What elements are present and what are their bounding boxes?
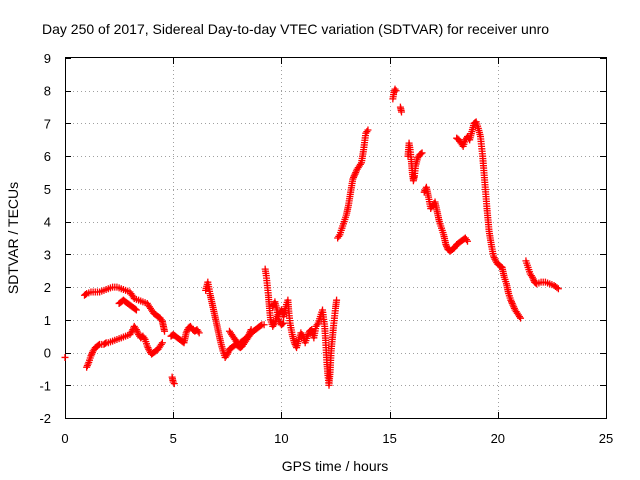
data-point [553,284,561,292]
x-tick-label: 10 [274,431,288,446]
grid [65,58,606,418]
data-point [464,237,472,245]
y-tick-label: 1 [44,313,51,328]
data-point [515,313,523,321]
data-point [313,321,321,329]
x-tick-label: 20 [491,431,505,446]
data-point [95,341,103,349]
data-point [489,252,497,260]
data-point [101,340,109,348]
data-point [392,87,400,95]
y-tick-label: 4 [44,215,51,230]
data-points [61,85,562,389]
data-point [303,332,311,340]
data-point [140,334,148,342]
data-point [278,320,286,328]
data-point [298,331,306,339]
data-point [364,126,372,134]
y-tick-label: -1 [39,378,51,393]
data-point [352,169,360,177]
y-tick-label: 6 [44,149,51,164]
data-point [391,85,399,93]
data-point [517,314,525,322]
data-point [509,301,517,309]
data-point [169,378,177,386]
data-point [88,350,96,358]
data-point [133,327,141,335]
data-point [363,128,371,136]
data-point [260,321,268,329]
data-point [508,298,516,306]
data-point [144,344,152,352]
data-point [529,275,537,283]
data-point [161,327,169,335]
x-axis-label: GPS time / hours [282,458,389,474]
y-tick-label: 3 [44,247,51,262]
data-point [350,173,358,181]
y-tick-label: 8 [44,84,51,99]
data-point [143,342,151,350]
data-point [350,172,358,180]
y-tick-label: 2 [44,280,51,295]
data-point [508,299,516,307]
data-point [83,363,91,371]
y-axis-label: SDTVAR / TECUs [5,182,21,294]
data-point [398,108,406,116]
data-point [246,327,254,335]
axis-ticks: 0 5 10 15 20 25 -2 -1 0 1 2 3 4 5 6 7 8 9 [39,51,613,446]
x-tick-label: 5 [170,431,177,446]
x-tick-label: 15 [382,431,396,446]
y-tick-label: 5 [44,182,51,197]
data-point [257,322,265,330]
data-point [280,319,288,327]
x-tick-label: 0 [61,431,68,446]
data-point [417,150,425,158]
data-point [224,349,232,357]
data-point [223,350,231,358]
data-point [304,331,312,339]
data-point [349,175,357,183]
data-point [554,285,562,293]
data-point [82,290,90,298]
data-point [247,326,255,334]
data-point [170,380,178,388]
data-point [528,273,536,281]
data-point [83,362,91,370]
data-point [356,160,364,168]
data-point [132,326,140,334]
data-point [246,329,254,337]
data-point [490,254,498,262]
data-point [158,339,166,347]
y-tick-label: 9 [44,51,51,66]
data-point [462,236,470,244]
data-point [351,170,359,178]
data-point [157,340,165,348]
data-point [183,327,191,335]
y-tick-label: 7 [44,116,51,131]
data-point [335,232,343,240]
data-point [510,303,518,311]
data-point [87,352,95,360]
data-point [245,331,253,339]
x-tick-label: 25 [599,431,613,446]
data-point [182,329,190,337]
y-tick-label: -2 [39,411,51,426]
data-point [333,296,341,304]
data-point [132,306,140,314]
plot-frame [65,57,607,419]
data-point [418,149,426,157]
data-point [507,296,515,304]
y-tick-label: 0 [44,346,51,361]
data-point [157,316,165,324]
data-point [443,242,451,250]
data-point [194,327,202,335]
chart-title: Day 250 of 2017, Sidereal Day-to-day VTE… [42,21,549,37]
data-point [442,241,450,249]
data-point [131,305,139,313]
data-point [270,321,278,329]
data-point [61,353,69,361]
data-point [195,329,203,337]
data-point [84,360,92,368]
